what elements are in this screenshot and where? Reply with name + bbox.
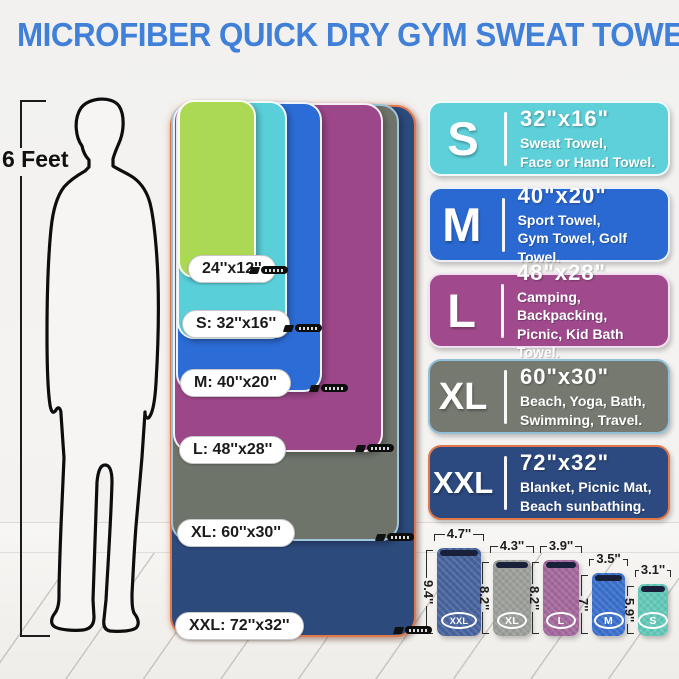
fold-size-badge: XL (497, 612, 527, 629)
fold-size-badge: L (546, 612, 576, 629)
size-card-use: Swimming, Travel. (520, 411, 643, 428)
size-card-use: Picnic, Kid Bath Towel. (516, 325, 624, 360)
size-card-dimensions: 72"x32" (520, 450, 610, 476)
size-card-use: Gym Towel, Golf Towel. (517, 230, 628, 265)
size-card-use: Beach, Yoga, Bath, (520, 393, 646, 410)
width-dimension-xl: 4.3'' (490, 539, 535, 553)
page-title: MICROFIBER QUICK DRY GYM SWEAT TOWEL (16, 16, 679, 53)
size-card-letter: XL (438, 375, 488, 418)
width-dimension-xxl: 4.7'' (434, 527, 485, 541)
size-card-use: Sweat Towel, (520, 135, 607, 152)
person-silhouette (45, 97, 160, 633)
height-dimension-l: 8.2'' (527, 562, 546, 635)
fold-size-badge: S (638, 612, 668, 629)
flat-towel-24x12 (178, 100, 256, 278)
brand-tag-icon (392, 626, 432, 634)
height-dimension-m: 7'' (576, 575, 595, 635)
fold-size-badge: M (593, 612, 624, 629)
flat-towel-label-s: S: 32''x16'' (182, 310, 291, 338)
size-card-dimensions: 32"x16" (520, 106, 610, 132)
folded-towel-xl: XL (493, 560, 531, 636)
card-divider (504, 111, 507, 166)
flat-towel-label-xl: XL: 60''x30'' (177, 519, 295, 547)
size-card-dimensions: 60"x30" (520, 364, 610, 390)
brand-tag-icon (282, 324, 322, 332)
towel-fold-edge (595, 575, 622, 581)
folded-towel-l: L (543, 560, 579, 636)
flat-towel-label-m: M: 40''x20'' (180, 369, 291, 397)
height-bracket-bottom-tick (20, 635, 50, 637)
height-dimension-s: 5.9'' (622, 586, 641, 635)
size-card-l: L 48"x28" Camping, Backpacking, Picnic, … (428, 260, 670, 360)
brand-tag-icon (308, 384, 348, 392)
size-card-use: Beach sunbathing. (520, 497, 646, 514)
flat-towel-label-xxl: XXL: 72''x32'' (175, 612, 304, 640)
height-label: 6 Feet (2, 146, 69, 172)
width-dimension-l: 3.9'' (540, 539, 583, 553)
size-card-m: M 40"x20" Sport Towel, Gym Towel, Golf T… (428, 183, 670, 265)
height-bracket-line (20, 100, 22, 148)
size-card-letter: XXL (432, 465, 494, 500)
brand-tag-icon (354, 444, 394, 452)
height-dimension-xl: 8.2'' (477, 562, 496, 635)
brand-tag-icon (374, 533, 414, 541)
size-card-use: Blanket, Picnic Mat, (520, 479, 652, 496)
folded-towel-m: M (592, 573, 625, 636)
size-card-xl: XL 60"x30" Beach, Yoga, Bath, Swimming, … (428, 359, 670, 434)
fold-size-badge: XXL (441, 612, 477, 629)
towel-fold-edge (496, 562, 528, 568)
size-card-use: Sport Towel, (517, 211, 601, 228)
size-card-dimensions: 48"x28" (516, 259, 607, 285)
width-dimension-m: 3.5'' (589, 552, 629, 566)
folded-towel-s: S (638, 584, 668, 636)
size-card-s: S 32"x16" Sweat Towel, Face or Hand Towe… (428, 101, 670, 176)
towel-fold-edge (546, 562, 576, 568)
towel-fold-edge (641, 586, 665, 592)
card-divider (504, 369, 507, 424)
size-card-xxl: XXL 72"x32" Blanket, Picnic Mat, Beach s… (428, 445, 670, 520)
width-dimension-s: 3.1'' (635, 563, 672, 577)
card-divider (501, 283, 504, 338)
card-divider (504, 455, 507, 510)
folded-towel-xxl: XXL (437, 548, 481, 636)
size-card-use: Face or Hand Towel. (520, 153, 656, 170)
brand-tag-icon (248, 266, 288, 274)
size-card-dimensions: 40"x20" (517, 182, 607, 208)
height-bracket-top-tick (20, 100, 46, 102)
size-card-letter: L (447, 284, 476, 337)
height-bracket-line (20, 176, 22, 637)
flat-towel-label-l: L: 48''x28'' (179, 436, 287, 464)
size-card-letter: M (442, 198, 482, 251)
height-dimension-xxl: 9.4'' (421, 550, 440, 635)
size-card-use: Camping, Backpacking, (516, 288, 608, 324)
towel-fold-edge (440, 550, 478, 556)
card-divider (501, 197, 505, 252)
size-card-letter: S (447, 112, 479, 165)
